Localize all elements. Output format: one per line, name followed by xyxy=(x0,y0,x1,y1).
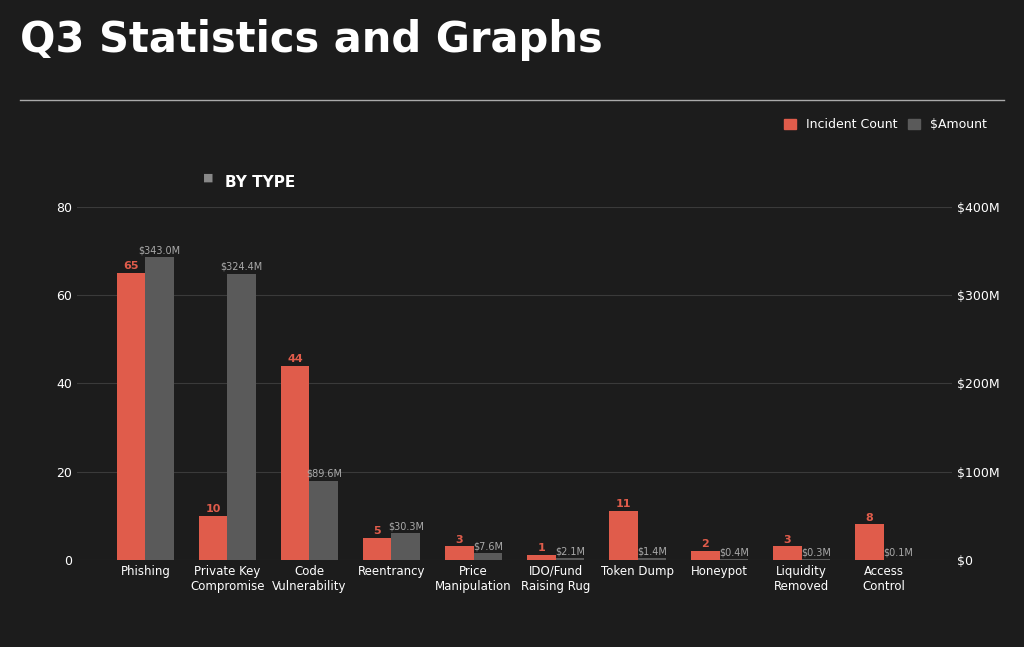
Text: $1.4M: $1.4M xyxy=(637,547,667,556)
Text: Q3 Statistics and Graphs: Q3 Statistics and Graphs xyxy=(20,19,603,61)
Text: $30.3M: $30.3M xyxy=(388,521,424,531)
Text: $343.0M: $343.0M xyxy=(138,245,181,256)
Bar xyxy=(199,516,227,560)
Bar xyxy=(309,481,338,560)
Text: 44: 44 xyxy=(287,354,303,364)
Text: 2: 2 xyxy=(701,539,710,549)
Bar xyxy=(527,555,556,560)
Bar xyxy=(362,538,391,560)
Text: BY TYPE: BY TYPE xyxy=(225,175,296,190)
Text: 10: 10 xyxy=(206,504,221,514)
Text: 8: 8 xyxy=(865,512,873,523)
Bar xyxy=(855,524,884,560)
Bar xyxy=(145,258,174,560)
Legend: Incident Count, $Amount: Incident Count, $Amount xyxy=(779,113,992,136)
Bar xyxy=(444,547,473,560)
Bar xyxy=(609,511,638,560)
Bar xyxy=(638,558,667,560)
Text: $0.4M: $0.4M xyxy=(719,547,749,558)
Bar xyxy=(281,366,309,560)
Bar xyxy=(556,558,585,560)
Bar xyxy=(773,547,802,560)
Text: 3: 3 xyxy=(783,534,792,545)
Text: $0.1M: $0.1M xyxy=(884,548,913,558)
Bar xyxy=(391,533,420,560)
Text: $0.3M: $0.3M xyxy=(801,547,831,558)
Text: 1: 1 xyxy=(538,543,545,553)
Text: 65: 65 xyxy=(123,261,138,271)
Bar xyxy=(473,553,502,560)
Bar xyxy=(691,551,720,560)
Text: $7.6M: $7.6M xyxy=(473,541,503,551)
Bar xyxy=(117,273,145,560)
Text: 3: 3 xyxy=(456,534,463,545)
Bar xyxy=(227,274,256,560)
Text: $324.4M: $324.4M xyxy=(220,262,263,272)
Text: 11: 11 xyxy=(615,499,631,509)
Text: 5: 5 xyxy=(374,526,381,536)
Text: $89.6M: $89.6M xyxy=(306,469,342,479)
Text: ■: ■ xyxy=(203,173,213,182)
Text: $2.1M: $2.1M xyxy=(555,546,585,556)
